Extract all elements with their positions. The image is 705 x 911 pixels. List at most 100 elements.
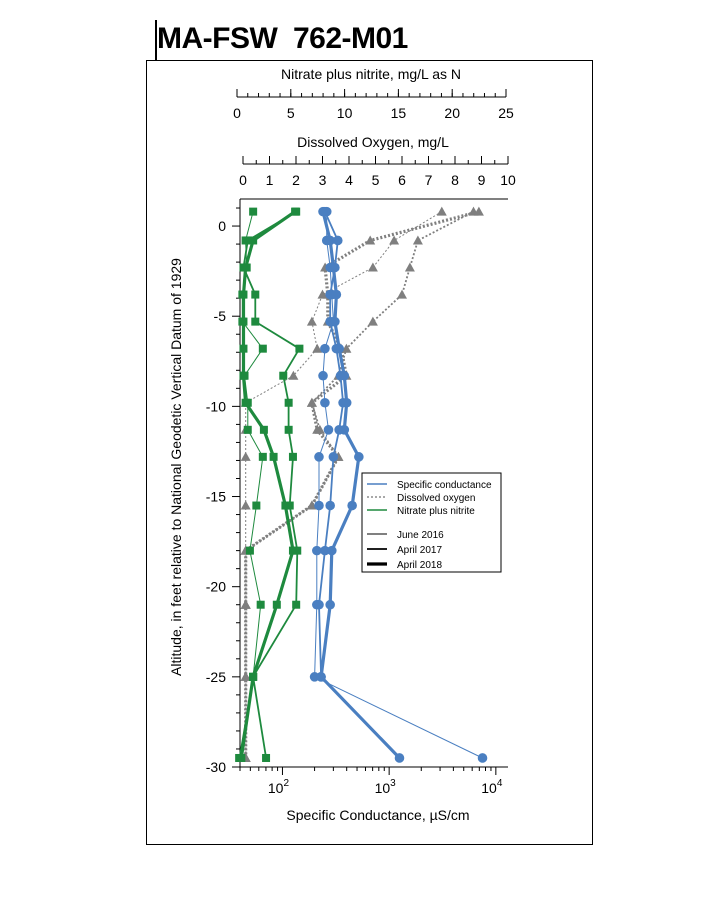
nitrate-tick-label: 15 [391,105,407,121]
conductance-point [312,545,322,556]
altitude-tick-label: -20 [206,579,226,595]
nitrate-axis: 0 5 10 15 20 25 [233,89,514,121]
figure-frame [146,60,593,845]
legend-label: Dissolved oxygen [397,493,475,504]
conductance-point [320,397,330,408]
oxygen-point [306,397,317,407]
legend-date-label: April 2017 [397,545,442,556]
oxygen-tick-label: 6 [398,172,406,188]
altitude-tick-label: -25 [206,669,226,685]
nitrate-point [288,452,297,461]
oxygen-point [365,235,376,245]
nitrate-point [249,236,258,245]
conductance-point [314,452,324,462]
oxygen-point [367,316,378,326]
oxygen-tick-label: 9 [478,172,486,188]
conductance-point [325,500,335,511]
conductance-point [314,599,324,610]
nitrate-point [258,344,267,353]
altitude-tick-label: -15 [206,489,226,505]
conductance-point [325,235,335,246]
conductance-point [326,545,337,556]
nitrate-point [256,600,265,609]
oxygen-point [312,343,323,353]
nitrate-point [241,398,250,407]
nitrate-tick-label: 20 [444,105,460,121]
altitude-axis-title: Altitude, in feet relative to National G… [168,258,184,676]
nitrate-point [237,753,246,762]
conductance-point [328,262,339,273]
series-layer [235,206,488,763]
conductance-point [314,500,324,511]
conductance-tick-label: 102 [268,778,290,796]
conductance-point [316,672,326,682]
conductance-point [332,235,343,246]
nitrate-point [251,317,260,326]
nitrate-point [252,501,261,510]
nitrate-point [249,207,258,216]
conductance-tick-label: 103 [375,778,397,796]
oxygen-point [240,599,251,609]
oxygen-line-april-2017 [244,210,474,758]
nitrate-point [262,753,271,762]
oxygen-point [240,671,251,681]
conductance-point [320,343,330,354]
nitrate-point [292,600,301,609]
nitrate-tick-label: 0 [233,105,241,121]
nitrate-point [239,317,248,326]
legend-label: Nitrate plus nitrite [397,506,475,517]
nitrate-point [269,452,278,461]
nitrate-point [272,600,281,609]
oxygen-tick-label: 2 [292,172,300,188]
oxygen-line-june-2016 [245,211,443,758]
conductance-point [341,397,352,408]
nitrate-point [288,546,297,555]
nitrate-point [241,263,250,272]
conductance-point [339,425,350,435]
nitrate-axis-title: Nitrate plus nitrite, mg/L as N [281,66,461,82]
nitrate-point [284,425,293,434]
legend-box [361,472,502,573]
oxygen-tick-label: 1 [266,172,274,188]
conductance-point [328,452,339,462]
oxygen-point [240,451,251,461]
nitrate-point [279,371,288,380]
nitrate-point [295,344,304,353]
oxygen-point [436,206,447,216]
nitrate-point [293,546,302,555]
oxygen-point [240,500,251,510]
nitrate-point [281,501,290,510]
nitrate-tick-label: 25 [498,105,514,121]
nitrate-point [258,452,267,461]
legend-date-label: April 2018 [397,560,442,571]
conductance-point [394,753,405,763]
conductance-point [339,370,350,381]
oxygen-point [473,206,484,216]
conductance-axis-title: Specific Conductance, µS/cm [286,807,469,823]
oxygen-tick-label: 10 [500,172,516,188]
altitude-tick-label: -10 [206,398,226,414]
altitude-tick-label: -5 [214,308,227,324]
conductance-point [334,343,344,354]
oxygen-point [367,262,378,272]
nitrate-point [284,398,293,407]
oxygen-tick-label: 8 [451,172,459,188]
nitrate-point [243,425,252,434]
nitrate-point [285,501,294,510]
altitude-tick-label: -30 [206,759,226,775]
oxygen-tick-label: 0 [239,172,247,188]
nitrate-point [251,290,260,299]
title-divider [155,20,157,60]
oxygen-point [312,424,323,434]
conductance-point [354,452,364,462]
oxygen-tick-label: 7 [425,172,433,188]
conductance-point [323,425,334,435]
conductance-point [331,289,342,300]
oxygen-point [397,289,407,299]
altitude-tick-label: 0 [218,218,226,234]
conductance-point [320,545,330,556]
nitrate-point [239,371,248,380]
page-title: MA-FSW 762-M01 [157,22,408,55]
oxygen-tick-label: 3 [319,172,327,188]
conductance-tick-label: 104 [481,778,503,796]
